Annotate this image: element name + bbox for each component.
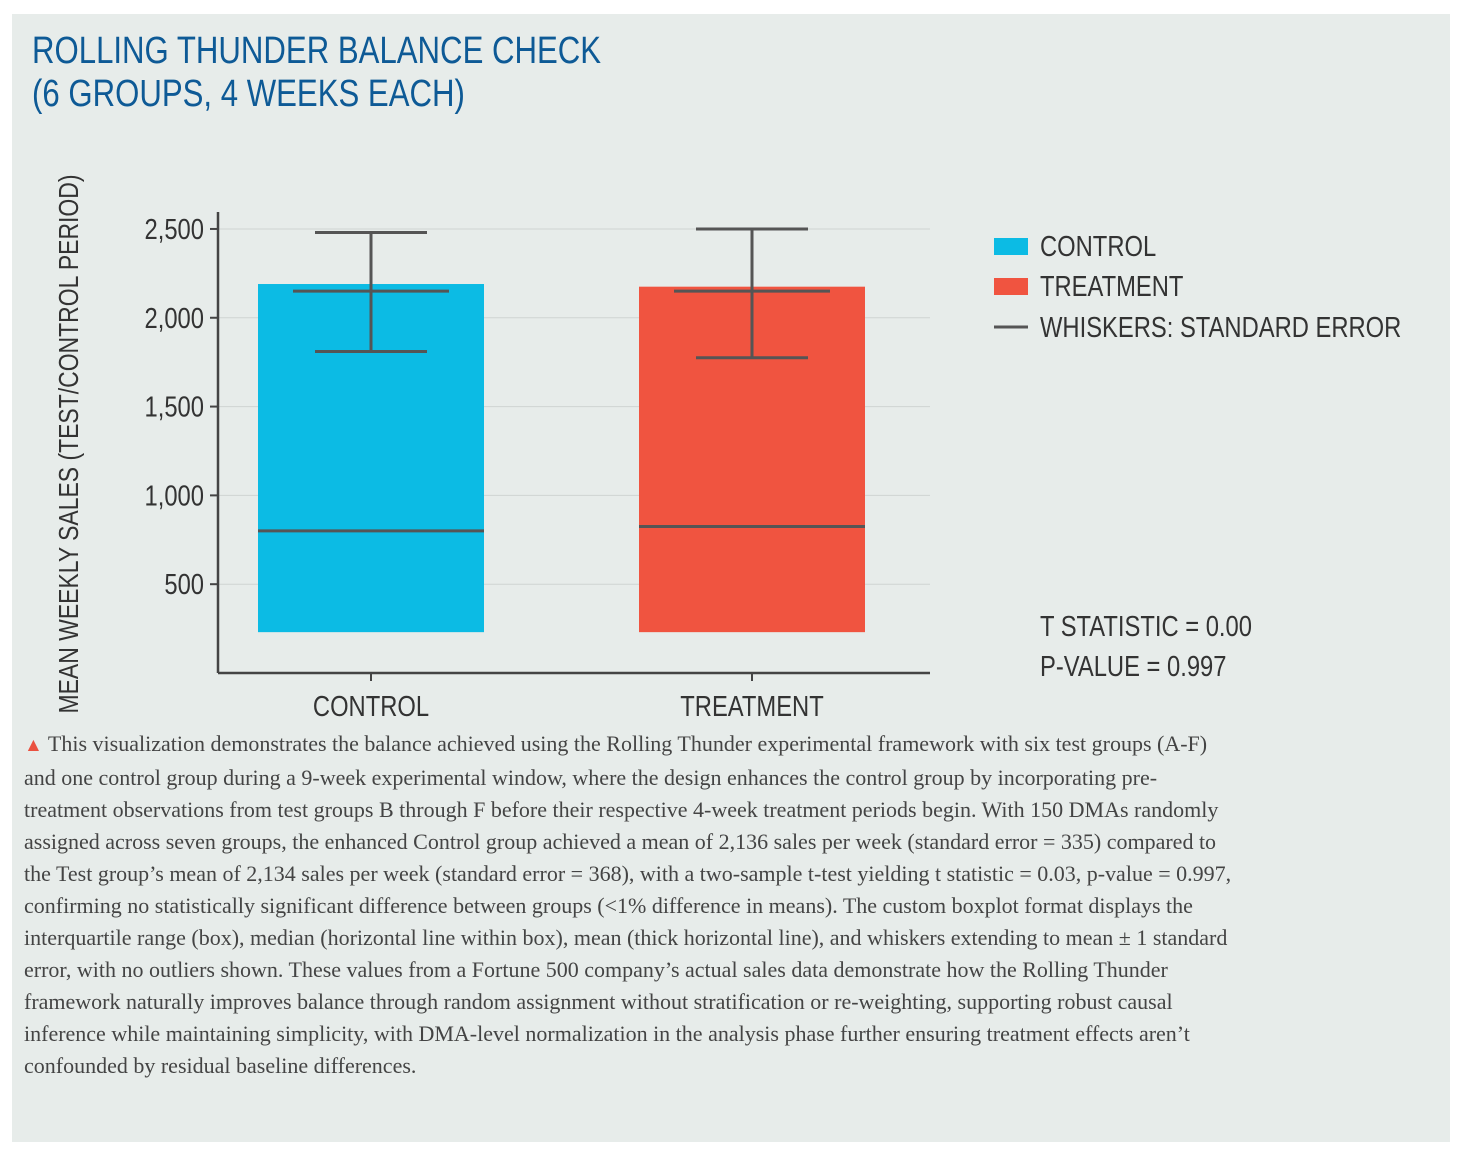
boxplot-chart: 500 1,000 1,500 2,000 2,500 CONTROL TREATMENT M… bbox=[54, 174, 1401, 723]
legend-swatch-control bbox=[994, 238, 1028, 255]
y-tick-label: 500 bbox=[164, 568, 204, 601]
boxes bbox=[258, 227, 865, 633]
axes: 500 1,000 1,500 2,000 2,500 CONTROL TREATMENT M… bbox=[54, 174, 930, 723]
caption-marker-icon: ▲ bbox=[24, 735, 43, 756]
chart-title-line-2: (6 GROUPS, 4 WEEKS EACH) bbox=[32, 73, 465, 115]
legend-label: WHISKERS: STANDARD ERROR bbox=[1040, 311, 1401, 344]
legend-label: CONTROL bbox=[1040, 230, 1156, 263]
annotations: T STATISTIC = 0.00 P-VALUE = 0.997 bbox=[1040, 610, 1252, 683]
y-axis-label: MEAN WEEKLY SALES (TEST/CONTROL PERIOD) bbox=[54, 174, 85, 713]
x-tick-label: CONTROL bbox=[313, 690, 429, 723]
y-tick-label: 1,000 bbox=[145, 479, 204, 512]
legend-label: TREATMENT bbox=[1040, 270, 1183, 303]
chart-title: ROLLING THUNDER BALANCE CHECK (6 GROUPS,… bbox=[32, 30, 601, 116]
stat-annotation: T STATISTIC = 0.00 bbox=[1040, 610, 1252, 643]
stat-annotation: P-VALUE = 0.997 bbox=[1040, 650, 1226, 683]
y-tick-label: 2,000 bbox=[145, 302, 204, 335]
chart-title-line-1: ROLLING THUNDER BALANCE CHECK bbox=[32, 30, 602, 72]
y-tick-label: 2,500 bbox=[145, 213, 204, 246]
legend-swatch-treatment bbox=[994, 278, 1028, 295]
y-tick-label: 1,500 bbox=[145, 390, 204, 423]
x-tick-label: TREATMENT bbox=[680, 690, 823, 723]
caption-text: This visualization demonstrates the bala… bbox=[24, 731, 1232, 1078]
figure-caption: ▲ This visualization demonstrates the ba… bbox=[24, 728, 1239, 1082]
legend: CONTROL TREATMENT WHISKERS: STANDARD ERROR bbox=[994, 230, 1401, 344]
